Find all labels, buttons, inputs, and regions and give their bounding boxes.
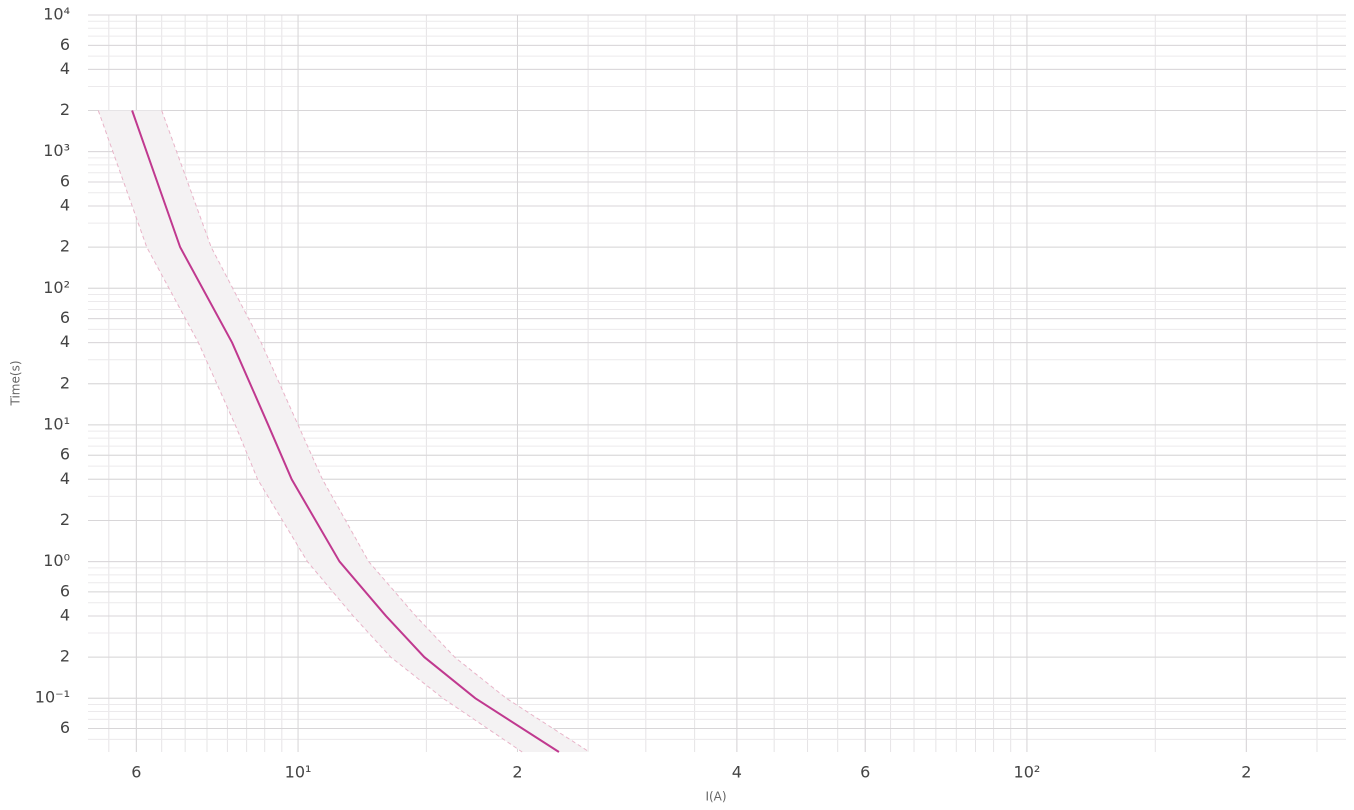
y-tick-label: 10⁻¹ (35, 688, 70, 707)
y-tick-label: 4 (60, 469, 70, 488)
x-tick-label: 6 (131, 763, 141, 782)
y-tick-label: 4 (60, 59, 70, 78)
y-tick-label: 2 (60, 647, 70, 666)
y-tick-label: 6 (60, 308, 70, 327)
y-tick-label: 2 (60, 510, 70, 529)
band (98, 110, 590, 752)
curve (161, 110, 590, 753)
y-tick-label: 2 (60, 373, 70, 392)
x-axis-label: I(A) (705, 790, 726, 804)
y-tick-label: 10⁰ (43, 551, 70, 570)
y-tick-label: 10² (43, 278, 70, 297)
y-tick-label: 4 (60, 196, 70, 215)
y-tick-label: 2 (60, 237, 70, 256)
y-tick-label: 6 (60, 445, 70, 464)
y-tick-label: 6 (60, 35, 70, 54)
x-tick-label: 4 (732, 763, 742, 782)
y-tick-label: 2 (60, 100, 70, 119)
x-tick-label: 10¹ (285, 763, 312, 782)
x-tick-label: 2 (1241, 763, 1251, 782)
y-axis-label: Time(s) (9, 361, 23, 407)
y-tick-label: 6 (60, 718, 70, 737)
y-tick-label: 10¹ (43, 414, 70, 433)
curve (97, 110, 523, 753)
x-tick-label: 6 (860, 763, 870, 782)
y-tick-label: 6 (60, 171, 70, 190)
x-tick-label: 2 (512, 763, 522, 782)
y-tick-label: 4 (60, 605, 70, 624)
x-tick-label: 10² (1014, 763, 1041, 782)
y-tick-label: 10⁴ (43, 5, 70, 24)
y-tick-label: 6 (60, 581, 70, 600)
y-tick-label: 4 (60, 332, 70, 351)
y-tick-label: 10³ (43, 141, 70, 160)
curve (131, 110, 560, 753)
